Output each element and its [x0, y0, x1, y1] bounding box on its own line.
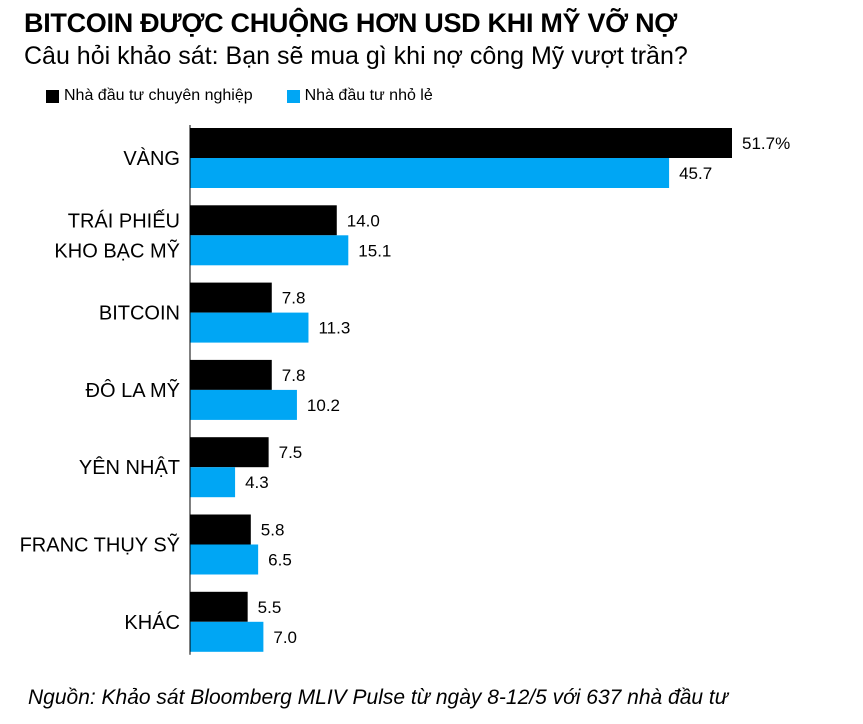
bar-retail-gold	[190, 158, 670, 188]
bar-retail-other	[190, 621, 264, 652]
category-label-bitcoin: BITCOIN	[99, 303, 180, 325]
legend: Nhà đầu tư chuyên nghiệp Nhà đầu tư nhỏ …	[46, 87, 467, 105]
bar-professional-treasury	[190, 205, 337, 236]
value-label-professional-yen: 7.5	[279, 443, 303, 462]
legend-item-retail: Nhà đầu tư nhỏ lẻ	[286, 87, 433, 105]
category-label-gold: VÀNG	[123, 147, 180, 170]
legend-label-retail: Nhà đầu tư nhỏ lẻ	[304, 87, 433, 104]
bar-retail-yen	[190, 467, 236, 498]
bar-professional-usd	[190, 359, 272, 390]
value-label-retail-bitcoin: 11.3	[318, 319, 350, 338]
bar-professional-other	[190, 591, 248, 622]
value-label-retail-franc: 6.5	[268, 551, 292, 570]
value-label-retail-other: 7.0	[273, 628, 297, 647]
value-label-professional-franc: 5.8	[261, 521, 285, 540]
bar-professional-gold	[190, 128, 732, 158]
chart-title: BITCOIN ĐƯỢC CHUỘNG HƠN USD KHI MỸ VỠ NỢ	[24, 8, 678, 38]
chart-subtitle: Câu hỏi khảo sát: Bạn sẽ mua gì khi nợ c…	[24, 42, 688, 70]
bar-retail-franc	[190, 544, 259, 575]
bar-retail-treasury	[190, 235, 349, 266]
value-label-retail-gold: 45.7	[679, 164, 712, 183]
legend-item-professional: Nhà đầu tư chuyên nghiệp	[46, 87, 253, 105]
bar-professional-bitcoin	[190, 282, 272, 313]
value-label-professional-gold: 51.7%	[742, 134, 790, 153]
bar-professional-yen	[190, 437, 269, 468]
category-label-yen: YÊN NHẬT	[79, 456, 180, 479]
bar-retail-bitcoin	[190, 312, 309, 343]
category-label-other: KHÁC	[124, 611, 180, 634]
value-label-retail-yen: 4.3	[245, 473, 269, 492]
value-label-professional-bitcoin: 7.8	[282, 289, 306, 308]
source-note: Nguồn: Khảo sát Bloomberg MLIV Pulse từ …	[28, 686, 729, 709]
category-label-usd: ĐÔ LA MỸ	[86, 378, 180, 402]
value-label-professional-usd: 7.8	[282, 366, 306, 385]
bar-professional-franc	[190, 514, 251, 545]
value-label-retail-treasury: 15.1	[358, 241, 391, 260]
legend-swatch-professional	[46, 89, 59, 103]
value-label-professional-treasury: 14.0	[347, 211, 380, 230]
category-label-franc: FRANC THỤY SỸ	[20, 533, 180, 557]
category-label-treasury: TRÁI PHIẾU KHO BẠC MỸ	[54, 209, 180, 262]
legend-swatch-retail	[286, 89, 300, 103]
value-label-retail-usd: 10.2	[307, 396, 340, 415]
legend-label-professional: Nhà đầu tư chuyên nghiệp	[64, 87, 253, 104]
bar-retail-usd	[190, 389, 297, 420]
value-label-professional-other: 5.5	[258, 598, 282, 617]
